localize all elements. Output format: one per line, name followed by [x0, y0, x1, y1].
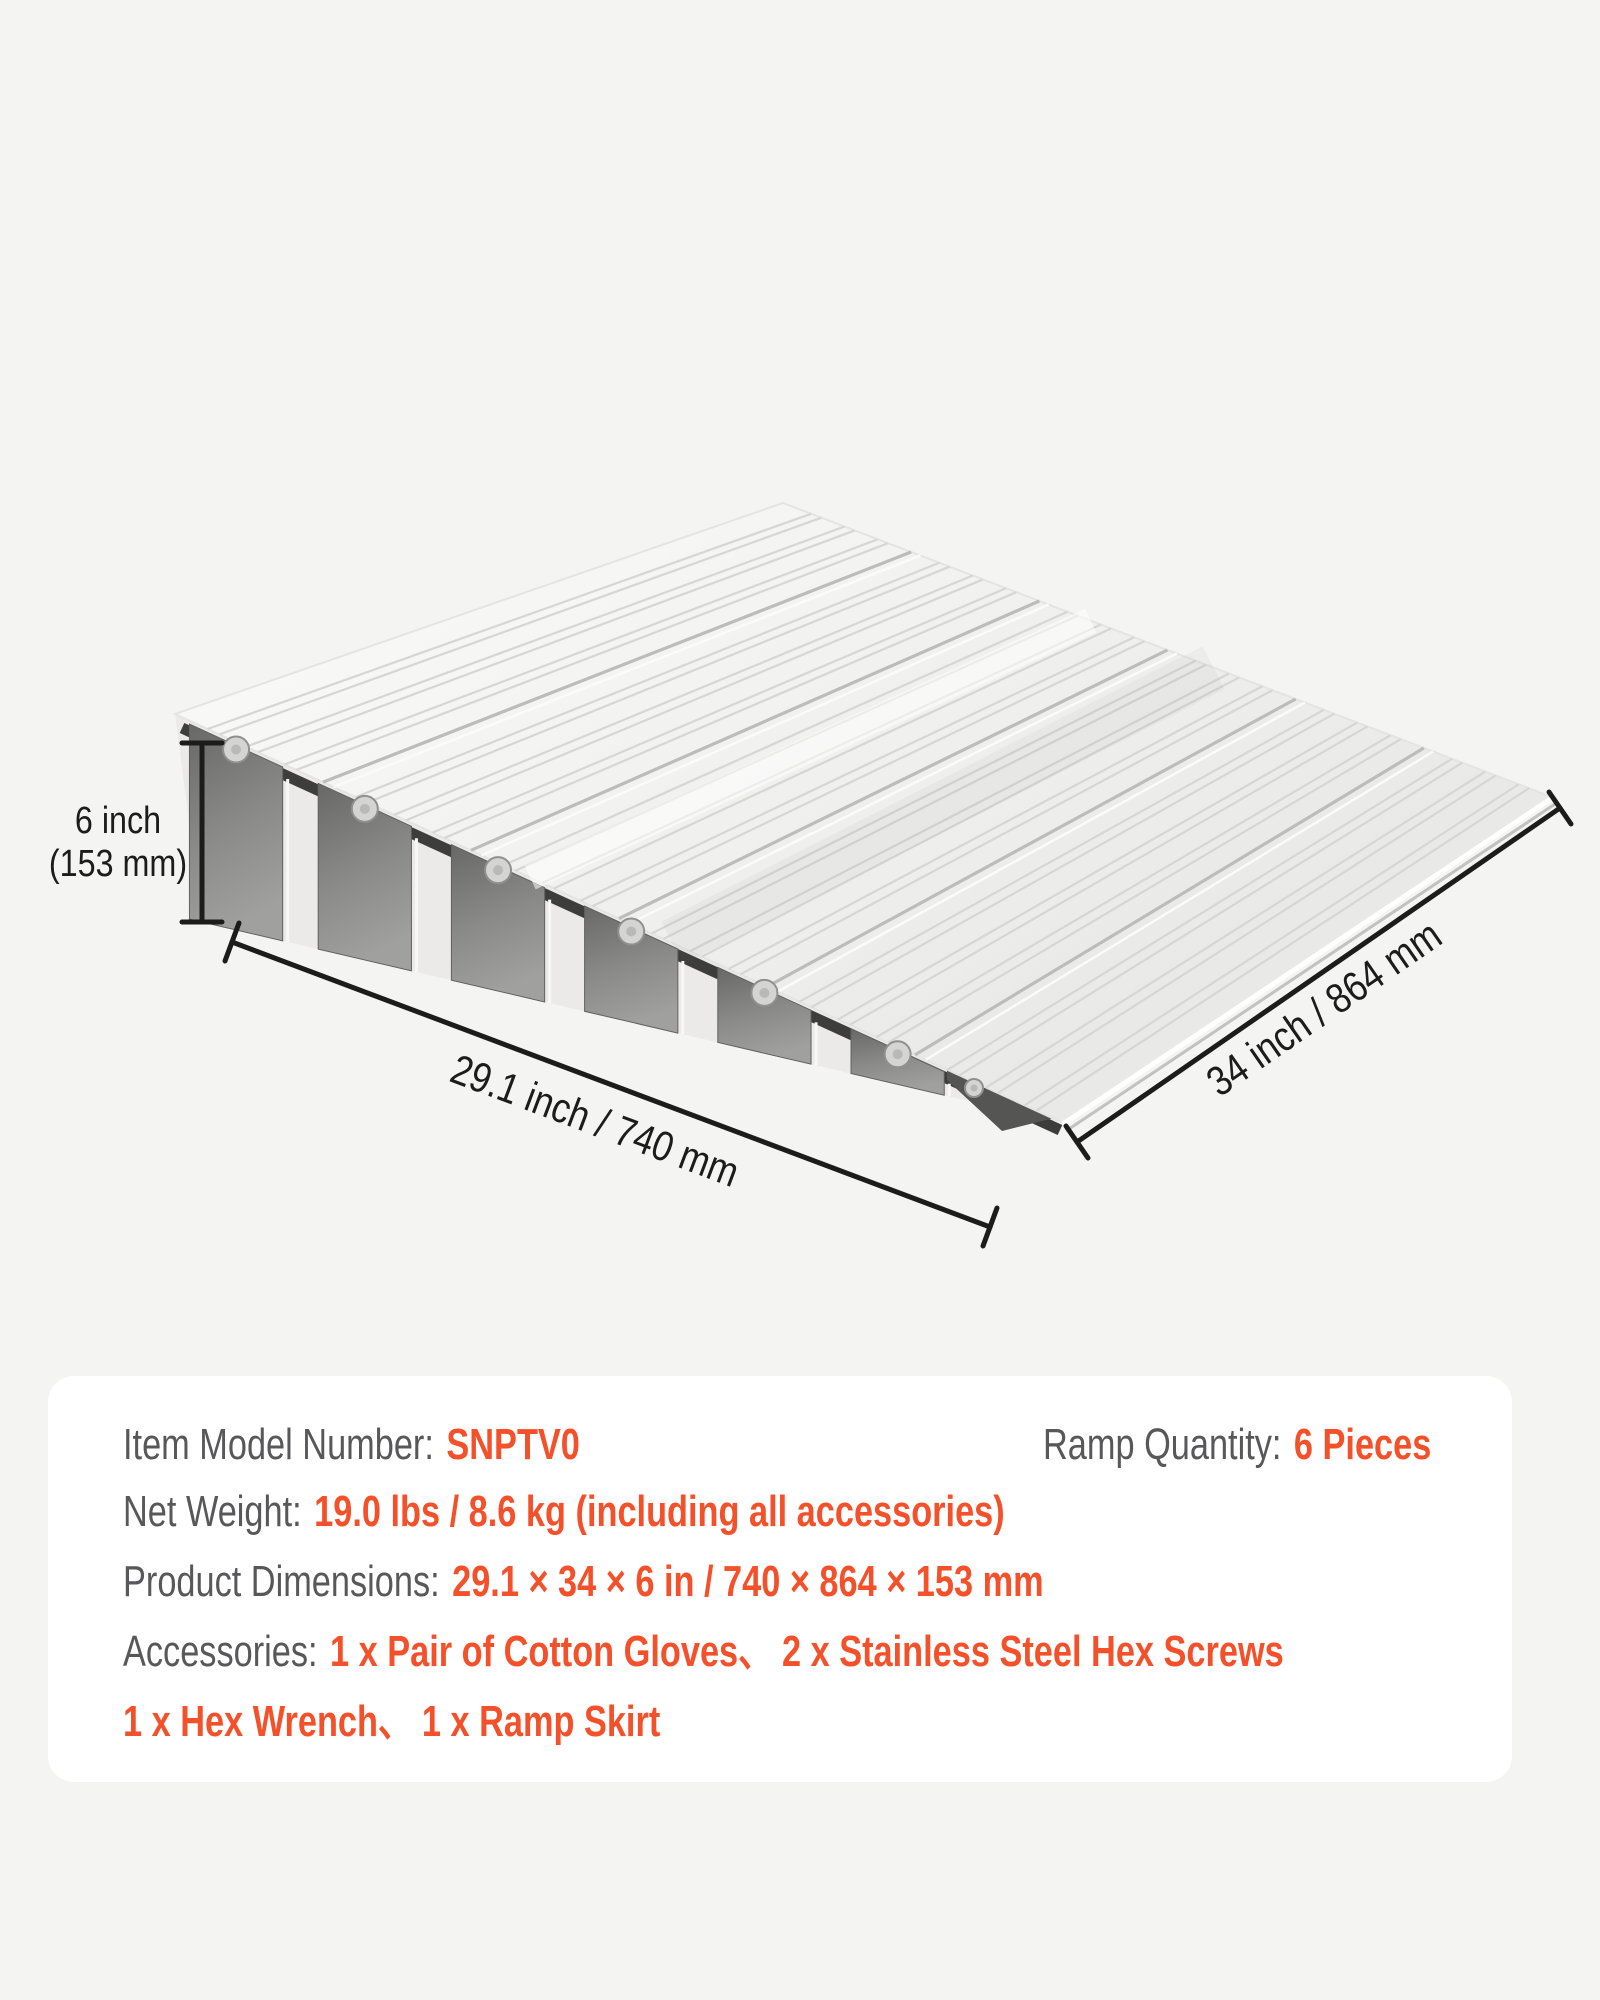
groove-line — [207, 512, 812, 731]
screw-icon — [484, 856, 513, 885]
spec-value: SNPTV0 — [446, 1420, 580, 1469]
groove-line — [405, 578, 984, 822]
groove-line — [393, 574, 974, 816]
plank-joint-highlight — [481, 603, 1050, 857]
plank-joint — [618, 648, 1169, 920]
spec-value: 29.1 × 34 × 6 in / 740 × 864 × 153 mm — [452, 1557, 1044, 1606]
support-rib — [188, 723, 284, 942]
spec-label: Accessories: — [123, 1627, 318, 1676]
width-dim-cap-right — [980, 1205, 1000, 1249]
spec-value: 19.0 lbs / 8.6 kg (including all accesso… — [314, 1487, 1005, 1536]
groove-line — [985, 770, 1486, 1089]
spec-label: Item Model Number: — [123, 1420, 434, 1469]
depth-dim-cap-left — [1063, 1123, 1091, 1161]
groove-line — [689, 672, 1230, 953]
support-rib — [717, 966, 812, 1065]
groove-line — [366, 565, 951, 804]
screw-icon — [964, 1078, 984, 1098]
groove-line — [1035, 787, 1530, 1112]
height-dimension-label-line2: (153 mm) — [49, 843, 187, 885]
dimension-lines — [179, 740, 1574, 1249]
groove-line — [739, 689, 1274, 976]
spec-item-model-number: Item Model Number: SNPTV0 — [123, 1420, 580, 1470]
support-rib — [450, 843, 546, 1003]
support-rib — [584, 905, 679, 1034]
groove-line — [503, 610, 1068, 867]
plank-joint-highlight — [629, 652, 1178, 925]
groove-line — [580, 636, 1135, 902]
plank-joint-highlight — [333, 554, 921, 789]
groove-line — [284, 538, 879, 766]
plank-joint-highlight — [777, 701, 1306, 993]
groove-line — [799, 708, 1325, 1003]
groove-line — [997, 774, 1497, 1094]
plank-joint — [322, 550, 912, 784]
groove-line — [355, 561, 940, 799]
spec-card: Item Model Number: SNPTV0 Ramp Quantity: 6… — [48, 1376, 1512, 1782]
groove-line — [875, 734, 1392, 1039]
groove-line — [946, 757, 1453, 1071]
groove-line — [810, 712, 1335, 1009]
spec-product-dimensions: Product Dimensions: 29.1 × 34 × 6 in / 74… — [123, 1557, 1044, 1607]
groove-line — [219, 516, 822, 736]
depth-dimension-line — [1074, 805, 1563, 1145]
width-dimension-line — [229, 939, 993, 1230]
groove-line — [432, 587, 1007, 834]
groove-line — [849, 725, 1368, 1026]
width-dimension-label: 29.1 inch / 740 mm — [445, 1046, 745, 1196]
groove-line — [443, 591, 1017, 840]
spec-accessories-continued: 1 x Hex Wrench、 1 x Ramp Skirt — [123, 1685, 660, 1749]
screw-icon — [750, 978, 779, 1007]
ramp-front-lip — [1061, 795, 1556, 1133]
screw-icon — [350, 794, 379, 823]
spec-value: 1 x Hex Wrench、 1 x Ramp Skirt — [123, 1697, 661, 1746]
groove-line — [591, 640, 1145, 908]
plank-joint — [766, 697, 1297, 989]
spec-value: 1 x Pair of Cotton Gloves、 2 x Stainless… — [330, 1627, 1284, 1676]
screw-icon — [222, 735, 251, 764]
plank-joint — [470, 599, 1040, 852]
spec-label: Ramp Quantity: — [1043, 1420, 1282, 1469]
screw-icon — [883, 1040, 912, 1069]
depth-dim-cap-right — [1546, 789, 1574, 827]
groove-line — [887, 738, 1402, 1044]
hex-screws — [222, 735, 984, 1098]
groove-line — [662, 663, 1207, 940]
plank-joint — [914, 746, 1425, 1057]
spec-net-weight: Net Weight: 19.0 lbs / 8.6 kg (including … — [123, 1487, 1005, 1537]
support-rib — [317, 782, 412, 972]
sheen — [524, 608, 1097, 890]
spec-ramp-quantity: Ramp Quantity: 6 Pieces — [1043, 1420, 1431, 1470]
spec-value: 6 Pieces — [1293, 1420, 1432, 1469]
groove-line — [257, 529, 856, 754]
groove-line — [837, 721, 1358, 1021]
groove-line — [553, 627, 1112, 890]
groove-line — [295, 542, 889, 771]
groove-line — [701, 676, 1240, 958]
groove-line — [245, 525, 845, 748]
spec-label: Net Weight: — [123, 1487, 302, 1536]
spec-accessories: Accessories: 1 x Pair of Cotton Gloves、 2… — [123, 1615, 1284, 1679]
groove-line — [1023, 783, 1520, 1107]
groove-line — [728, 685, 1263, 970]
ramp-surface-grooves — [207, 512, 1530, 1112]
groove-line — [958, 761, 1463, 1077]
screw-icon — [617, 917, 646, 946]
groove-line — [651, 659, 1197, 935]
width-dim-cap-left — [222, 920, 242, 964]
plank-joint-highlight — [925, 750, 1434, 1061]
spec-label: Product Dimensions: — [123, 1557, 440, 1606]
height-dimension-label-line1: 6 inch — [75, 800, 161, 842]
sheen — [661, 646, 1225, 965]
